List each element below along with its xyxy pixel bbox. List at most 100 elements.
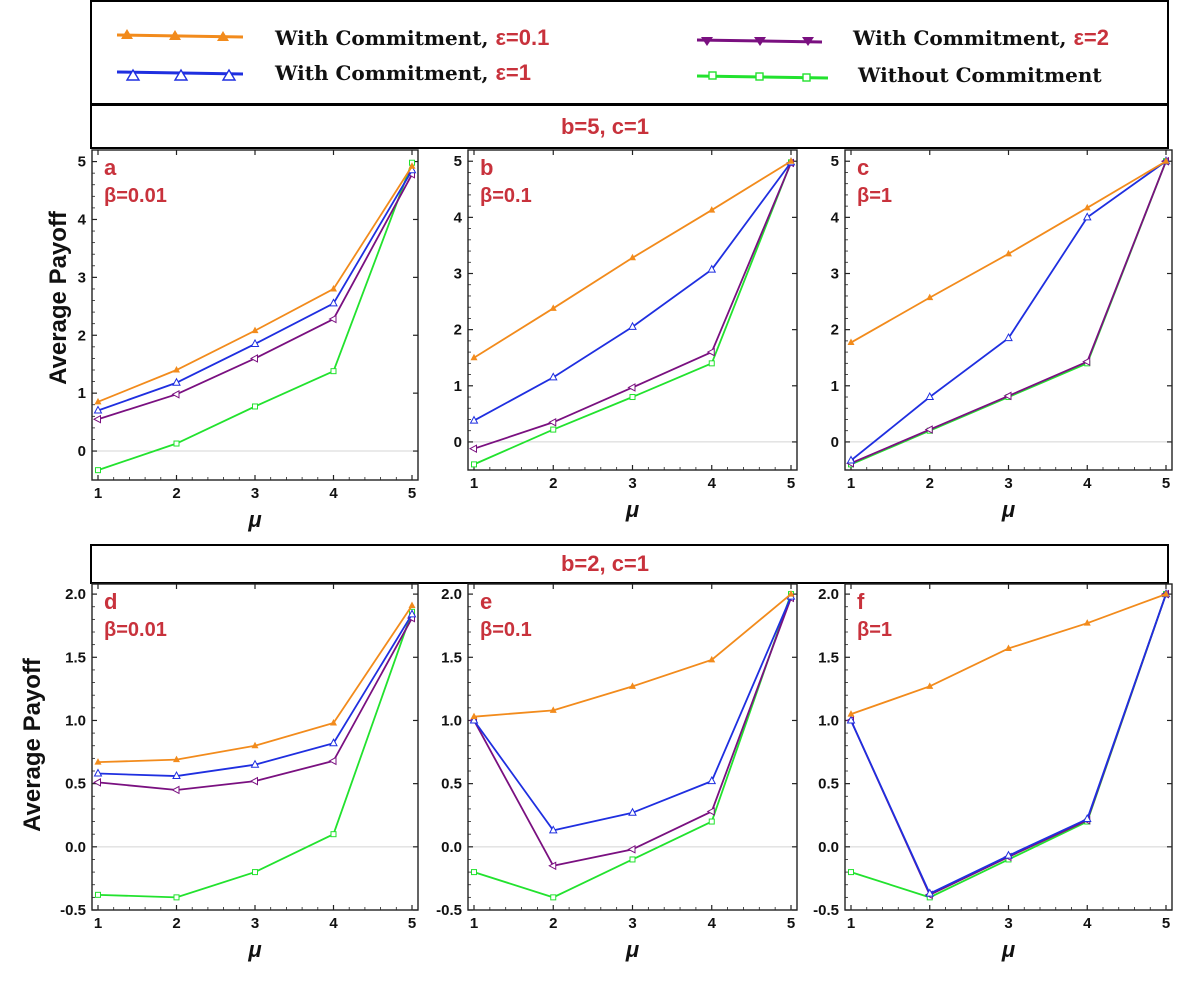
y-axis-label-bottom: Average Payoff <box>19 657 46 832</box>
y-tick-label: 0 <box>454 434 462 451</box>
data-point-eps01 <box>847 338 855 346</box>
data-point-eps01 <box>1005 249 1012 257</box>
data-point-eps2 <box>328 756 337 766</box>
data-point-eps01 <box>330 718 337 726</box>
data-point-none <box>629 394 636 401</box>
legend-entry-eps1: With Commitment, ε=1 <box>116 60 531 85</box>
data-point-eps01 <box>408 601 416 608</box>
data-point-eps01 <box>94 758 102 765</box>
y-tick-label: 0.5 <box>818 776 839 793</box>
data-point-none <box>708 818 715 825</box>
y-tick-label: 2.0 <box>441 586 462 603</box>
x-axis-label: μ <box>247 507 261 532</box>
x-tick-label: 1 <box>470 915 478 932</box>
y-tick-label: 1 <box>454 378 462 395</box>
data-point-eps01 <box>847 710 855 717</box>
y-tick-label: 1.0 <box>65 712 86 729</box>
x-tick-label: 3 <box>1004 475 1012 492</box>
legend-entry-none: Without Commitment <box>696 63 1102 87</box>
panel-letter: b <box>480 155 493 180</box>
panel-b: 0 1 2 3 4 5 1 2 3 4 5 μ b β=0.1 <box>454 149 798 522</box>
x-axis-label: μ <box>1001 937 1015 962</box>
x-tick-label: 1 <box>470 475 478 492</box>
y-tick-label: 1.0 <box>818 712 839 729</box>
legend-entry-eps01: With Commitment, ε=0.1 <box>116 25 549 50</box>
data-point-eps2 <box>548 417 557 427</box>
y-tick-label: 0.0 <box>818 839 839 856</box>
data-point-eps1 <box>628 321 637 330</box>
legend-marker-eps01 <box>169 30 181 40</box>
data-point-eps1 <box>1004 850 1013 859</box>
y-tick-label: 3 <box>454 266 462 283</box>
y-tick-label: 5 <box>831 153 839 170</box>
data-point-eps1 <box>1004 333 1013 342</box>
y-tick-label: 0.5 <box>441 776 462 793</box>
legend-label-eps1: With Commitment, ε=1 <box>274 60 531 85</box>
data-point-eps01 <box>1083 203 1091 211</box>
data-point-eps1 <box>407 609 417 618</box>
x-tick-label: 2 <box>926 475 934 492</box>
legend-marker-none <box>708 71 717 80</box>
data-point-eps2 <box>92 778 101 787</box>
y-tick-label: 4 <box>454 209 463 226</box>
data-point-eps2 <box>706 807 715 816</box>
x-tick-label: 5 <box>408 915 416 932</box>
data-point-eps1 <box>93 768 103 777</box>
y-tick-label: 2 <box>78 327 86 344</box>
legend-label-none: Without Commitment <box>857 63 1102 87</box>
x-tick-label: 5 <box>787 475 795 492</box>
data-point-eps01 <box>1083 619 1091 626</box>
y-tick-label: 3 <box>831 266 839 283</box>
data-point-eps2 <box>171 389 180 399</box>
x-axis-label: μ <box>625 497 639 522</box>
panels: 0 1 2 3 4 5 1 2 3 4 5 μ a β=0.01 0 1 2 3 4 5 1 2 3 4 5 μ b β=0.1 0 1 2… <box>60 149 1173 962</box>
x-tick-label: 1 <box>94 485 102 502</box>
band-top: b=5, c=1 <box>90 104 1169 149</box>
data-point-none <box>550 426 557 433</box>
y-tick-label: 0.0 <box>441 839 462 856</box>
data-point-eps01 <box>1162 157 1170 164</box>
data-point-none <box>173 894 180 901</box>
data-point-none <box>173 440 180 447</box>
panel-beta-label: β=0.01 <box>104 619 167 641</box>
data-point-eps01 <box>1005 644 1012 651</box>
data-point-eps1 <box>469 715 479 724</box>
panel-beta-label: β=1 <box>857 619 892 641</box>
band-bottom: b=2, c=1 <box>90 544 1169 584</box>
data-point-eps2 <box>328 314 337 324</box>
legend: With Commitment, ε=0.1 With Commitment, … <box>90 0 1169 105</box>
data-point-eps01 <box>629 682 636 689</box>
legend-marker-eps1 <box>221 68 237 81</box>
data-point-eps01 <box>926 682 934 689</box>
x-tick-label: 5 <box>1162 475 1170 492</box>
y-tick-label: 3 <box>78 269 86 286</box>
x-tick-label: 4 <box>1083 915 1092 932</box>
data-point-eps01 <box>470 353 478 361</box>
data-point-eps01 <box>1162 590 1170 597</box>
panel-letter: d <box>104 589 117 614</box>
x-tick-label: 5 <box>1162 915 1170 932</box>
y-tick-label: 1.5 <box>65 649 86 666</box>
data-point-eps2 <box>924 425 933 434</box>
data-point-eps1 <box>925 391 935 401</box>
x-tick-label: 3 <box>251 915 259 932</box>
x-tick-label: 3 <box>628 915 636 932</box>
data-point-eps1 <box>548 825 558 834</box>
data-point-eps1 <box>925 888 935 897</box>
data-point-eps01 <box>708 206 716 213</box>
data-point-eps2 <box>548 861 557 871</box>
band-top-label: b=5, c=1 <box>561 114 649 139</box>
x-tick-label: 4 <box>708 915 717 932</box>
data-point-none <box>629 856 636 863</box>
data-point-none <box>252 403 258 410</box>
data-point-eps01 <box>470 712 478 720</box>
data-point-eps1 <box>250 759 260 768</box>
y-tick-label: 4 <box>831 209 840 226</box>
legend-marker-eps01 <box>217 31 229 41</box>
data-point-eps2 <box>171 785 180 795</box>
x-tick-label: 2 <box>172 915 180 932</box>
panel-f: -0.5 0.0 0.5 1.0 1.5 2.0 1 2 3 4 5 μ f β=1 <box>813 583 1173 962</box>
data-point-eps01 <box>408 162 416 169</box>
legend-marker-eps01 <box>121 29 133 39</box>
data-point-eps2 <box>92 414 101 424</box>
